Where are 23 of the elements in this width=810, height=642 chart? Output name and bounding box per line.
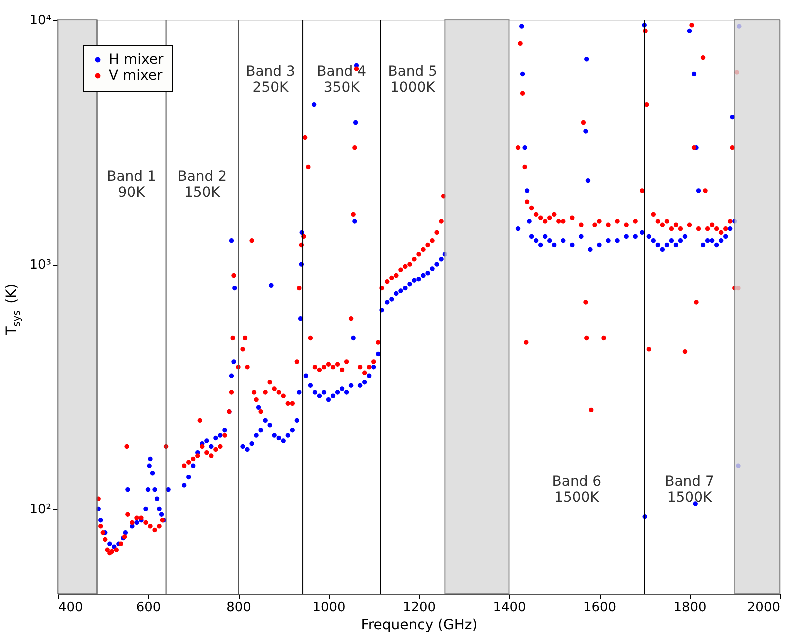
x-tick-label: 1200 bbox=[402, 600, 436, 616]
x-tick-label: 1400 bbox=[493, 600, 526, 616]
annotation: Band 5 1000K bbox=[388, 64, 438, 96]
x-tick-label: 600 bbox=[136, 600, 162, 616]
y-axis-title: Tsys (K) bbox=[4, 284, 23, 336]
x-tick-label: 1000 bbox=[312, 600, 346, 616]
x-tick-label: 2000 bbox=[747, 600, 780, 616]
legend-label: V mixer bbox=[109, 68, 164, 84]
annotation: Band 3 250K bbox=[246, 64, 296, 96]
annotation: Band 4 350K bbox=[317, 64, 367, 96]
annotation: Band 6 1500K bbox=[552, 474, 602, 506]
y-tick-label: 10³ bbox=[30, 258, 52, 274]
y-tick-label: 10² bbox=[30, 502, 52, 518]
annotation: Band 7 1500K bbox=[665, 474, 714, 506]
x-axis-title: Frequency (GHz) bbox=[361, 618, 478, 634]
x-tick-label: 1600 bbox=[583, 600, 617, 616]
x-tick-label: 1800 bbox=[674, 600, 707, 616]
x-tick-label: 800 bbox=[226, 600, 252, 616]
legend-label: H mixer bbox=[109, 52, 164, 68]
annotation: Band 1 90K bbox=[107, 169, 156, 201]
y-tick-label: 10⁴ bbox=[30, 14, 52, 28]
annotation: Band 2 150K bbox=[178, 169, 228, 201]
x-tick-label: 400 bbox=[58, 600, 84, 616]
